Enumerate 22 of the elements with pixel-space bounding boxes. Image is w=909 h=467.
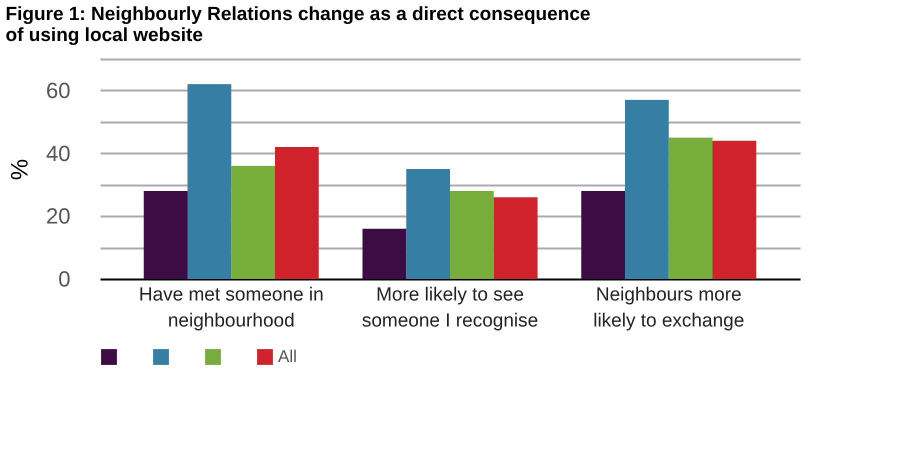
- chart-title: Figure 1: Neighbourly Relations change as a direct consequence of using local website: [6, 4, 590, 46]
- bar: [450, 191, 494, 279]
- y-tick-label: 0: [58, 266, 70, 292]
- y-tick-label: 40: [46, 140, 70, 166]
- x-tick-label: Neighbours more likely to exchange: [593, 284, 744, 332]
- bar: [494, 197, 538, 279]
- y-axis-title: %: [5, 158, 32, 180]
- bar: [406, 169, 450, 279]
- legend-label: All: [278, 347, 297, 366]
- bar: [581, 191, 625, 279]
- x-tick-label: More likely to see someone I recognise: [362, 284, 538, 332]
- bar: [625, 100, 669, 279]
- bar: [275, 147, 319, 279]
- bar: [668, 138, 712, 279]
- bar: [362, 228, 406, 279]
- y-tick-label: 20: [46, 204, 70, 229]
- bar: [144, 191, 188, 279]
- bar: [231, 166, 275, 279]
- x-tick-label: Have met someone in neighbourhood: [138, 284, 324, 332]
- y-tick-label: 60: [46, 78, 70, 103]
- bar: [712, 140, 756, 279]
- bar: [188, 84, 232, 279]
